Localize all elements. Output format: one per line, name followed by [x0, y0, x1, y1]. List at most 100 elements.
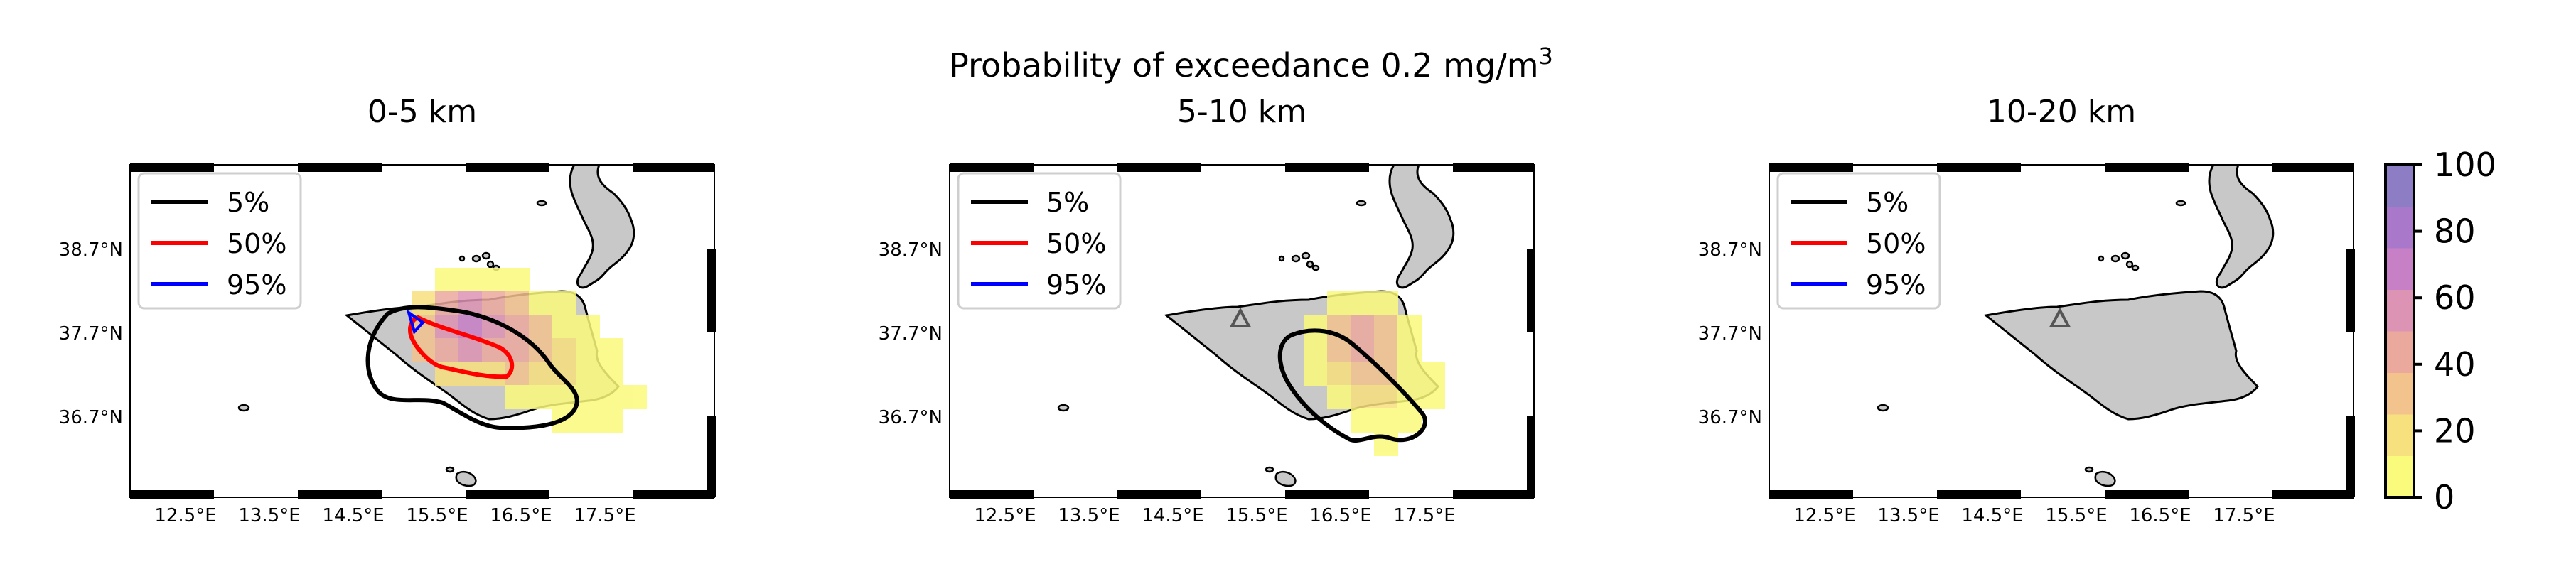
probability-cell: [1351, 362, 1375, 386]
lat-tick-label: 38.7°N: [59, 239, 123, 261]
lon-tick-label: 12.5°E: [974, 505, 1036, 526]
lon-tick-label: 16.5°E: [490, 505, 552, 526]
map-frame: [1769, 163, 2355, 499]
panel-title: 0-5 km: [367, 94, 477, 130]
probability-cell: [1327, 291, 1351, 315]
map-panel-2: 5-10 km 5% 50% 95% 12.5°E 13.5°E 14.5°E 15.5°E 1…: [879, 94, 1535, 526]
legend-label: 5%: [227, 187, 269, 218]
probability-cell: [458, 338, 483, 362]
probability-cell: [1327, 385, 1351, 409]
probability-cell: [599, 338, 623, 362]
lat-tick-label: 36.7°N: [59, 407, 123, 428]
probability-cell: [435, 268, 459, 292]
colorbar-segment: [2386, 455, 2414, 498]
probability-cell: [412, 291, 436, 315]
contour-5pct: [1277, 328, 1427, 443]
legend-label: 5%: [1866, 187, 1909, 218]
colorbar: 0 20 40 60 80 100: [2384, 146, 2496, 516]
probability-cell: [458, 268, 483, 292]
probability-cell: [529, 291, 553, 315]
lon-tick-label: 17.5°E: [574, 505, 635, 526]
colorbar-segment: [2386, 248, 2414, 290]
colorbar-tick-label: 20: [2434, 411, 2476, 450]
probability-cell: [1327, 362, 1351, 386]
map-frame: [949, 163, 1535, 499]
legend: 5% 50% 95%: [1776, 172, 1941, 310]
probability-cell: [1374, 315, 1398, 339]
volcano-marker-icon: [2049, 307, 2071, 327]
probability-cell: [1421, 385, 1445, 409]
legend: 5% 50% 95%: [957, 172, 1122, 310]
probability-cell: [552, 291, 576, 315]
contour-95pct: [406, 309, 426, 335]
colorbar-tick-label: 60: [2434, 278, 2476, 317]
probability-cell: [623, 385, 647, 409]
map-panel-1: 0-5 km 5% 50% 95% 12.5°E 13.5°E 14.5°E 15.5°E 16…: [59, 94, 716, 526]
legend: 5% 50% 95%: [137, 172, 302, 310]
lon-tick-label: 16.5°E: [2129, 505, 2191, 526]
lon-tick-label: 14.5°E: [1142, 505, 1203, 526]
probability-cell: [1304, 338, 1328, 362]
lat-tick-label: 37.7°N: [879, 323, 943, 345]
probability-cell: [482, 268, 506, 292]
lon-tick-label: 15.5°E: [406, 505, 468, 526]
probability-cell: [505, 291, 530, 315]
probability-cell: [576, 408, 600, 433]
lon-tick-label: 16.5°E: [1309, 505, 1371, 526]
probability-cell: [505, 268, 530, 292]
lon-tick-label: 15.5°E: [1225, 505, 1287, 526]
figure-title: Probability of exceedance 0.2 mg/m3: [949, 43, 1553, 85]
lat-tick-label: 38.7°N: [1698, 239, 1762, 261]
colorbar-tick-label: 80: [2434, 212, 2476, 251]
probability-cell: [1351, 315, 1375, 339]
contour-5pct: [365, 305, 579, 430]
probability-cell: [529, 315, 553, 339]
lon-tick-label: 14.5°E: [1961, 505, 2023, 526]
lon-tick-label: 14.5°E: [322, 505, 384, 526]
lat-tick-label: 36.7°N: [1698, 407, 1762, 428]
lon-tick-label: 13.5°E: [1058, 505, 1120, 526]
volcano-marker-icon: [1229, 307, 1252, 327]
probability-cell: [576, 338, 600, 362]
probability-cell: [599, 362, 623, 386]
lon-tick-label: 15.5°E: [2045, 505, 2107, 526]
colorbar-segment: [2386, 331, 2414, 373]
lon-tick-label: 17.5°E: [2213, 505, 2275, 526]
contour-50pct: [408, 315, 515, 379]
probability-grid: [1304, 291, 1445, 456]
panel-title: 5-10 km: [1177, 94, 1306, 130]
lat-tick-label: 37.7°N: [59, 323, 123, 345]
probability-cell: [1374, 338, 1398, 362]
probability-cell: [482, 291, 506, 315]
probability-cell: [576, 362, 600, 386]
lon-tick-label: 12.5°E: [154, 505, 216, 526]
legend-label: 50%: [1866, 228, 1926, 259]
colorbar-segment: [2386, 165, 2414, 207]
probability-cell: [1304, 315, 1328, 339]
colorbar-segment: [2386, 206, 2414, 249]
probability-cell: [552, 315, 576, 339]
legend-box: [1776, 172, 1941, 310]
probability-cell: [1374, 385, 1398, 409]
lat-tick-label: 38.7°N: [879, 239, 943, 261]
colorbar-tick-label: 40: [2434, 345, 2476, 384]
probability-cell: [1304, 362, 1328, 386]
probability-cell: [576, 385, 600, 409]
colorbar-frame: [2384, 163, 2415, 499]
probability-cell: [1374, 408, 1398, 433]
probability-cell: [505, 385, 530, 409]
lat-tick-label: 36.7°N: [879, 407, 943, 428]
legend-label: 95%: [1866, 269, 1926, 300]
probability-cell: [1351, 408, 1375, 433]
legend-label: 50%: [1046, 228, 1106, 259]
panel-title: 10-20 km: [1987, 94, 2136, 130]
legend-box: [137, 172, 302, 310]
probability-cell: [599, 408, 623, 433]
lon-tick-label: 13.5°E: [238, 505, 300, 526]
legend-label: 50%: [227, 228, 286, 259]
probability-cell: [1397, 408, 1422, 433]
lon-tick-label: 17.5°E: [1393, 505, 1455, 526]
legend-label: 95%: [227, 269, 286, 300]
probability-cell: [1374, 291, 1398, 315]
probability-cell: [1397, 338, 1422, 362]
